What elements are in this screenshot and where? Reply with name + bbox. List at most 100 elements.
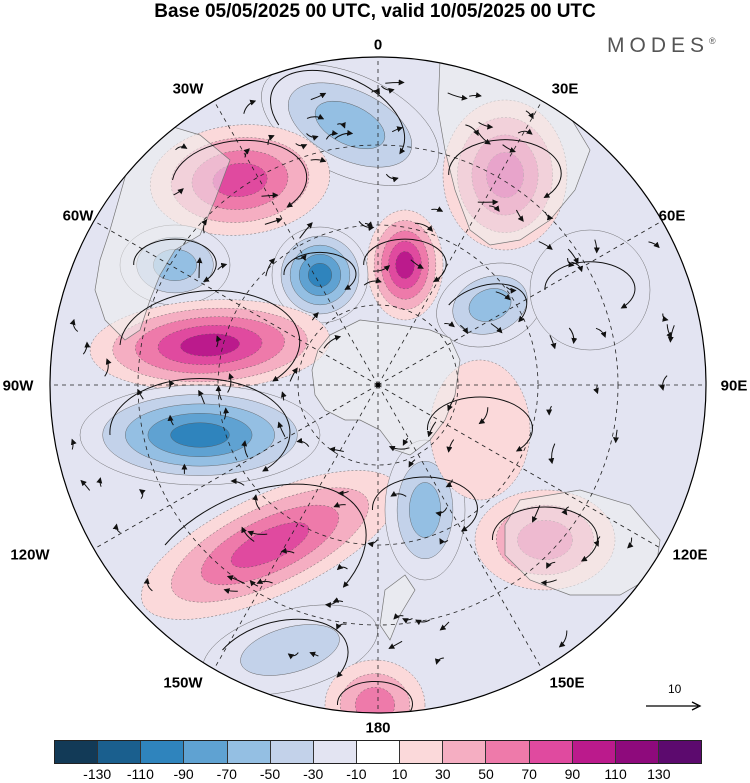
longitude-label-90e: 90E (720, 377, 748, 395)
streamline-arrow (538, 241, 553, 250)
streamline-arrow (196, 257, 203, 279)
streamline-arrow (261, 192, 279, 199)
streamline-arrow (175, 143, 188, 151)
streamline-arrow (561, 506, 570, 516)
streamline-arrow (295, 143, 308, 150)
streamline-arc (270, 69, 406, 155)
positive-center-90w (89, 299, 331, 391)
meridian-line (213, 384, 379, 670)
colorbar-tick-label: -110 (126, 766, 154, 782)
streamline-arc (336, 680, 413, 713)
streamline-arrow (439, 621, 450, 631)
streamline-arrow (167, 414, 174, 426)
negative-center-160w (202, 604, 378, 696)
streamline-arrow (227, 372, 235, 393)
streamline-arc (164, 483, 367, 588)
streamline-arrow (249, 579, 259, 587)
streamline-arrow (371, 87, 380, 95)
colorbar-tick-label: -10 (346, 766, 367, 782)
streamline-arrow (385, 79, 405, 86)
colorbar-cell (183, 741, 227, 763)
streamline-arrow (612, 429, 619, 444)
streamline-arrow (230, 478, 245, 486)
colorbar-cell (140, 741, 184, 763)
colorbar-tick-label: 130 (647, 766, 671, 782)
streamline-arrow (408, 459, 416, 468)
meridian-line (213, 100, 379, 386)
anomaly-contour (240, 624, 340, 676)
south-pole-marker (375, 382, 381, 388)
streamline-arrow (309, 651, 319, 658)
streamline-arrow (241, 440, 249, 458)
streamline-arrow (548, 443, 556, 465)
streamline-arrow (439, 538, 449, 545)
streamline-arrow (336, 623, 347, 631)
anomaly-contour (314, 100, 386, 150)
colorbar-cell (528, 741, 572, 763)
streamline-arrow (363, 277, 382, 286)
colorbar-tick-label: -30 (303, 766, 324, 782)
colorbar-cell (442, 741, 486, 763)
streamline-arrow (173, 188, 184, 196)
streamline-arrow (517, 128, 533, 135)
streamline-arc (172, 139, 308, 208)
streamline-arrow (277, 421, 286, 438)
negative-center-60e (436, 262, 544, 348)
streamline-arrow (337, 121, 346, 129)
streamline-arrow (648, 241, 660, 249)
streamline-arrow (306, 113, 325, 120)
south-america (94, 119, 231, 341)
longitude-label-90w: 90W (2, 377, 34, 395)
colorbar (54, 740, 702, 764)
streamline-arrow (215, 385, 222, 401)
streamline-arrow (662, 313, 669, 322)
streamline-arrow (385, 173, 399, 183)
streamline-arrow (495, 291, 511, 301)
streamline-arrow (80, 479, 91, 491)
streamline-arrow (139, 489, 146, 500)
streamline-arrow (325, 130, 339, 140)
streamline-arc (283, 251, 357, 290)
streamline-arrow (627, 537, 634, 549)
streamline-arrow (502, 144, 516, 153)
reference-vector-label: 10 (668, 682, 682, 696)
streamline-arrow (310, 156, 327, 163)
streamline-arrow (490, 323, 503, 334)
streamline-arrow (558, 630, 568, 648)
meridian-line (377, 384, 543, 670)
streamline-arrow (256, 578, 273, 584)
streamline-arrow (280, 391, 287, 401)
streamline-arrow (444, 321, 455, 328)
new-zealand (379, 574, 416, 641)
negative-center-100w (79, 384, 321, 486)
streamline-arrow (264, 217, 283, 225)
colorbar-tick-label: -50 (259, 766, 281, 782)
longitude-label-30e: 30E (551, 80, 579, 98)
streamline-arrow (393, 613, 404, 620)
streamline-arrow (477, 131, 491, 145)
longitude-label-60w: 60W (62, 207, 94, 225)
streamline-arrow (243, 148, 250, 158)
streamline-arrow (252, 494, 261, 511)
positive-center-180 (324, 659, 426, 713)
streamline-arrow (201, 219, 208, 234)
streamline-arrow (431, 206, 444, 212)
colorbar-cell (312, 741, 356, 763)
streamline-arrow (567, 248, 579, 265)
streamline-arrow (247, 530, 268, 537)
streamline-arrow (489, 205, 500, 212)
streamline-arrow (223, 407, 230, 420)
map-border (49, 56, 707, 714)
streamline-arrow (568, 327, 578, 344)
streamline-arc (448, 283, 528, 323)
colorbar-tick-label: 50 (478, 766, 494, 782)
streamline-arrow (71, 438, 77, 450)
streamline-arc (363, 238, 447, 283)
brand-text: MODES (607, 34, 710, 57)
streamline-arrow (137, 388, 144, 400)
colorbar-tick-label: -70 (216, 766, 237, 782)
streamline-arrow (96, 477, 103, 487)
streamline-arrow (465, 124, 479, 137)
anomaly-contour (529, 229, 651, 351)
streamline-arrow (226, 575, 245, 584)
